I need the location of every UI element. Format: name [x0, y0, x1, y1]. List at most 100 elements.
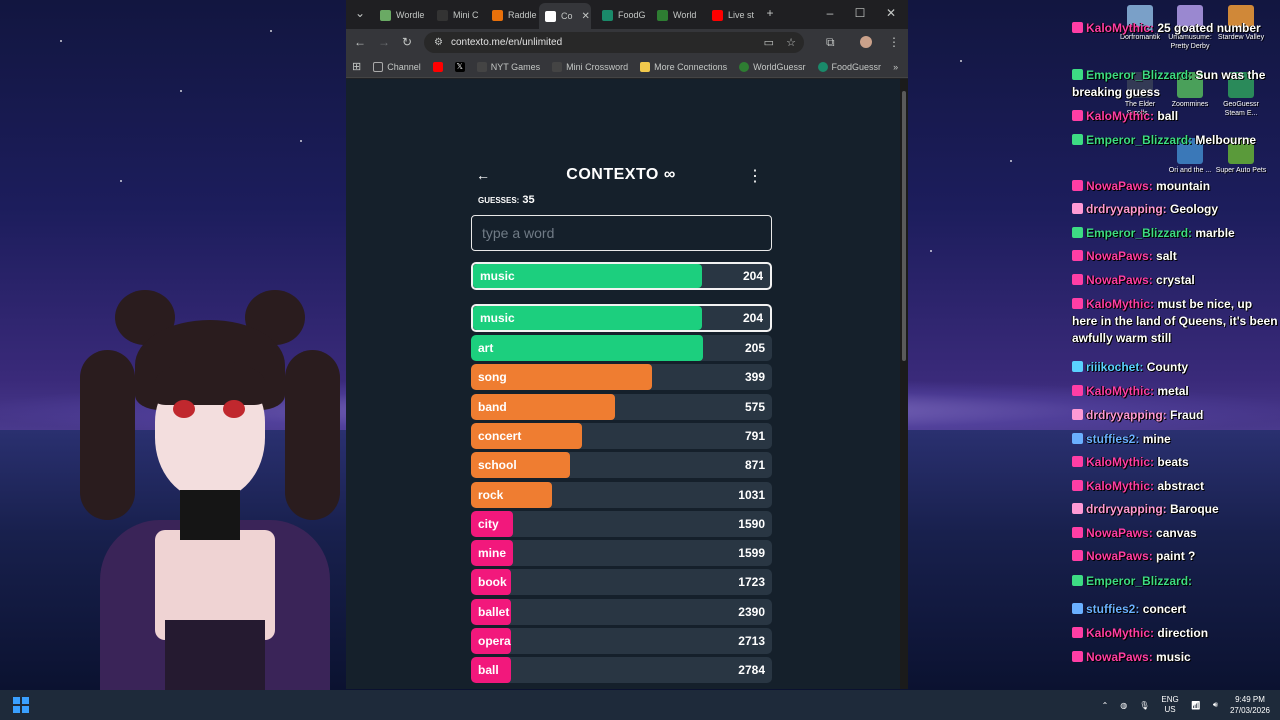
tab-live-stream[interactable]: Live st — [706, 5, 754, 25]
chat-username[interactable]: riiikochet: — [1086, 360, 1144, 374]
chat-username[interactable]: drdryyapping: — [1086, 202, 1167, 216]
close-window-icon[interactable]: ✕ — [885, 6, 897, 20]
desktop-shortcut[interactable]: Ori and the ... — [1162, 138, 1218, 175]
guesses-count: 35 — [522, 194, 535, 206]
bookmark-mini-crossword[interactable]: Mini Crossword — [552, 61, 628, 72]
chat-username[interactable]: NowaPaws: — [1086, 273, 1153, 287]
browser-menu-icon[interactable]: ⋮ — [888, 35, 900, 49]
tab-search-icon[interactable]: ⌄ — [354, 6, 366, 20]
bookmark-worldguessr[interactable]: WorldGuessr — [739, 61, 806, 72]
bookmark-star-icon[interactable]: ☆ — [786, 37, 796, 49]
chat-username[interactable]: KaloMythic: — [1086, 384, 1155, 398]
page-scrollbar[interactable] — [900, 79, 908, 689]
chat-username[interactable]: Emperor_Blizzard: — [1086, 68, 1193, 82]
desktop-shortcut[interactable]: Umamusume: Pretty Derby — [1162, 5, 1218, 51]
minimize-icon[interactable]: – — [826, 6, 834, 20]
profile-avatar[interactable] — [860, 36, 872, 48]
microphone-icon[interactable]: 🎙︎ — [1139, 700, 1150, 710]
menu-dots-icon[interactable]: ⋮ — [747, 168, 763, 185]
apps-grid-icon[interactable]: ⊞ — [352, 61, 362, 73]
tab-contexto[interactable]: Co ✕ — [539, 3, 591, 29]
chat-username[interactable]: NowaPaws: — [1086, 249, 1153, 263]
back-icon[interactable]: ← — [354, 35, 366, 49]
bookmark-foodguessr[interactable]: FoodGuessr — [817, 61, 881, 72]
avatar-collar — [180, 490, 240, 540]
maximize-icon[interactable]: ☐ — [854, 6, 866, 20]
chat-username[interactable]: drdryyapping: — [1086, 408, 1167, 422]
chat-username[interactable]: NowaPaws: — [1086, 526, 1153, 540]
site-info-icon[interactable]: ⚙ — [434, 37, 443, 48]
chat-message: KaloMythic: abstract — [1072, 478, 1278, 495]
windows-start-icon[interactable] — [13, 697, 29, 713]
mini-crossword-favicon — [437, 9, 448, 21]
tab-strip: ⌄ Wordle Mini C Raddle Co ✕ FoodG World — [346, 0, 908, 29]
reload-icon[interactable]: ↻ — [402, 35, 413, 49]
extensions-icon[interactable]: ⧉ — [826, 35, 835, 49]
close-tab-icon[interactable]: ✕ — [581, 10, 590, 22]
guess-word: mine — [478, 546, 507, 561]
chat-username[interactable]: NowaPaws: — [1086, 179, 1153, 193]
guess-word: concert — [478, 428, 522, 443]
desktop-shortcut[interactable]: Dorfromantik — [1112, 5, 1168, 42]
chat-username[interactable]: KaloMythic: — [1086, 21, 1155, 35]
chat-username[interactable]: Emperor_Blizzard: — [1086, 574, 1193, 588]
bookmark-youtube[interactable] — [432, 61, 443, 72]
chat-username[interactable]: Emperor_Blizzard: — [1086, 133, 1193, 147]
desktop-shortcut[interactable]: The Elder Scrolls... — [1112, 72, 1168, 118]
chat-username[interactable]: KaloMythic: — [1086, 479, 1155, 493]
chat-badge-icon — [1072, 651, 1083, 662]
chat-username[interactable]: KaloMythic: — [1086, 109, 1155, 123]
bookmark-nyt-games[interactable]: NYT Games — [476, 61, 540, 72]
chat-message: stuffies2: mine — [1072, 431, 1278, 448]
tab-raddle[interactable]: Raddle — [486, 5, 537, 25]
chat-username[interactable]: stuffies2: — [1086, 602, 1140, 616]
chat-username[interactable]: KaloMythic: — [1086, 626, 1155, 640]
tab-wordle[interactable]: Wordle — [374, 5, 424, 25]
guess-word: ballet — [478, 604, 510, 619]
desktop-shortcut[interactable]: GeoGuessr Steam E... — [1213, 72, 1269, 118]
tab-worldguessr[interactable]: World — [651, 5, 696, 25]
desktop-shortcut[interactable]: Stardew Valley — [1213, 5, 1269, 42]
tab-label: Wordle — [396, 10, 425, 20]
desktop-shortcut[interactable]: Zoommines — [1162, 72, 1218, 109]
back-arrow-icon[interactable]: ← — [476, 167, 490, 183]
show-hidden-icons-icon[interactable]: ⌃ — [1101, 700, 1109, 710]
more-bookmarks-icon[interactable]: » — [893, 61, 899, 72]
bookmark-x[interactable]: 𝕏 — [454, 61, 465, 72]
chat-message: KaloMythic: direction — [1072, 625, 1278, 642]
language-indicator[interactable]: ENG US — [1161, 695, 1178, 715]
tab-label: Live st — [728, 10, 755, 20]
wifi-icon[interactable]: 📶︎ — [1190, 700, 1201, 710]
bookmark-channel[interactable]: Channel — [373, 61, 421, 72]
forward-icon[interactable]: → — [378, 35, 390, 49]
tab-foodguessr[interactable]: FoodG — [596, 5, 646, 25]
chat-username[interactable]: NowaPaws: — [1086, 549, 1153, 563]
chat-username[interactable]: Emperor_Blizzard: — [1086, 226, 1193, 240]
similarity-bar — [471, 422, 583, 449]
tab-mini-crossword[interactable]: Mini C — [431, 5, 479, 25]
guess-rank: 871 — [744, 458, 765, 473]
desktop-shortcut[interactable]: Super Auto Pets — [1213, 138, 1269, 175]
chat-username[interactable]: NowaPaws: — [1086, 650, 1153, 664]
chat-username[interactable]: drdryyapping: — [1086, 502, 1167, 516]
contexto-favicon — [545, 10, 556, 22]
volume-icon[interactable]: 🔊︎ — [1212, 700, 1218, 709]
shortcut-label: Super Auto Pets — [1215, 167, 1267, 174]
guess-word: band — [478, 399, 507, 414]
cast-icon[interactable]: ▭ — [763, 37, 774, 49]
new-tab-icon[interactable]: + — [766, 6, 774, 20]
word-input[interactable] — [471, 215, 772, 251]
clock[interactable]: 9:49 PM 27/03/2026 — [1230, 694, 1270, 716]
app-tray-icon[interactable]: ◍ — [1120, 700, 1128, 710]
similarity-bar — [471, 452, 571, 479]
chat-username[interactable]: stuffies2: — [1086, 432, 1140, 446]
bookmark-more-connections[interactable]: More Connections — [640, 61, 727, 72]
address-bar[interactable]: ⚙ contexto.me/en/unlimited ▭ ☆ — [424, 32, 804, 53]
chat-username[interactable]: KaloMythic: — [1086, 297, 1155, 311]
chat-username[interactable]: KaloMythic: — [1086, 455, 1155, 469]
similarity-bar — [471, 598, 511, 625]
scroll-thumb[interactable] — [902, 91, 906, 361]
chat-text: marble — [1195, 226, 1235, 240]
chat-text: beats — [1157, 455, 1189, 469]
guess-word: art — [478, 341, 494, 355]
